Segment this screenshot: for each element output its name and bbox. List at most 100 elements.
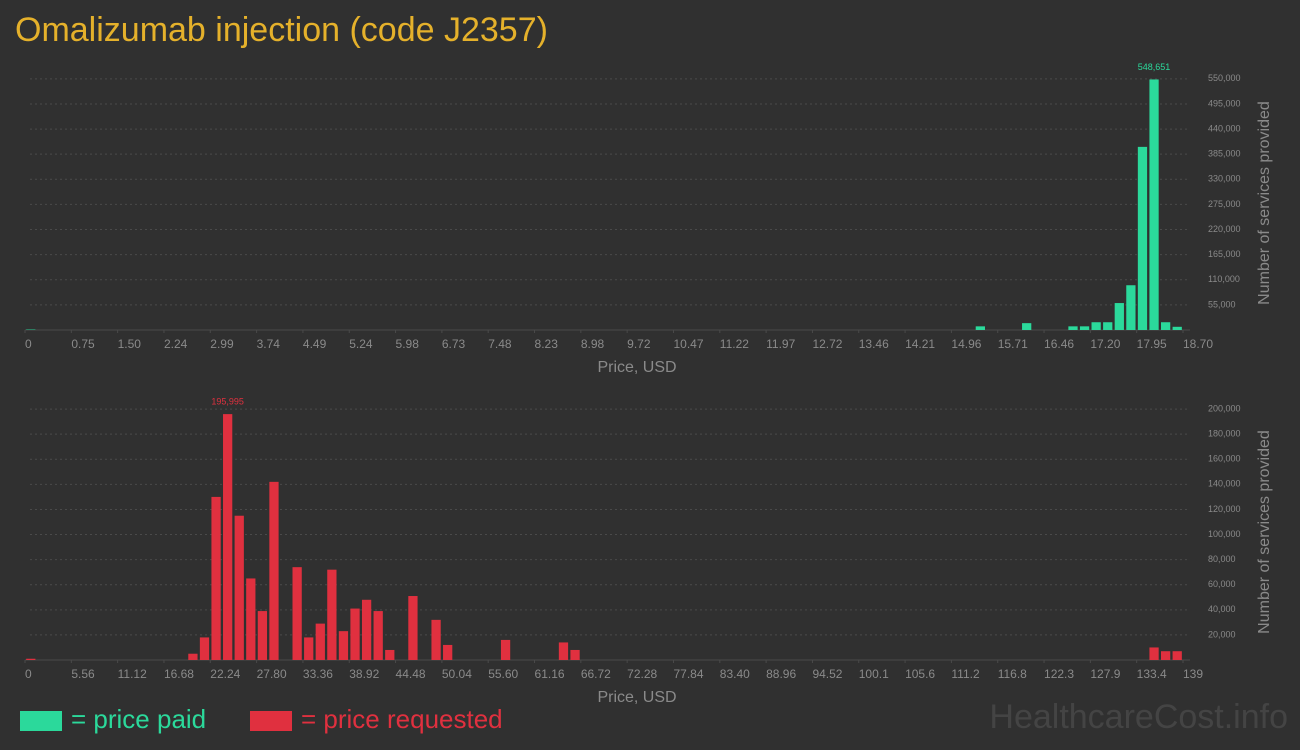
x-tick-label: 88.96 — [766, 667, 796, 681]
bar — [570, 649, 580, 660]
bar — [431, 619, 441, 660]
y-tick-label: 180,000 — [1208, 429, 1241, 439]
legend-label: = price paid — [71, 704, 206, 734]
x-tick-label: 6.73 — [442, 337, 466, 351]
x-tick-label: 111.2 — [951, 667, 980, 681]
bar — [327, 569, 337, 660]
legend-swatch — [250, 711, 292, 731]
bar — [1172, 326, 1182, 330]
y-tick-label: 330,000 — [1208, 174, 1241, 184]
x-tick-label: 14.96 — [951, 337, 981, 351]
x-tick-label: 16.68 — [164, 667, 194, 681]
x-axis-title: Price, USD — [597, 689, 676, 706]
x-tick-label: 7.48 — [488, 337, 512, 351]
bar — [315, 623, 325, 660]
bar — [1137, 146, 1148, 330]
bar — [975, 326, 985, 330]
bar — [234, 515, 244, 660]
x-tick-label: 94.52 — [812, 667, 842, 681]
x-tick-label: 5.24 — [349, 337, 373, 351]
chart-title: Omalizumab injection (code J2357) — [15, 11, 548, 49]
x-tick-label: 15.71 — [998, 337, 1028, 351]
x-tick-label: 11.97 — [766, 337, 795, 351]
bar-value-label: 195,995 — [211, 396, 244, 406]
x-tick-label: 122.3 — [1044, 667, 1074, 681]
y-tick-label: 495,000 — [1208, 98, 1241, 108]
bar — [304, 637, 314, 660]
legend-label: = price requested — [301, 704, 503, 734]
x-tick-label: 2.24 — [164, 337, 188, 351]
x-tick-label: 55.60 — [488, 667, 518, 681]
x-tick-label: 22.24 — [210, 667, 240, 681]
bar — [408, 596, 418, 660]
bar — [292, 567, 302, 660]
legend-swatch — [20, 711, 62, 731]
watermark: HealthcareCost.info — [989, 698, 1288, 736]
x-tick-label: 12.72 — [812, 337, 842, 351]
bar — [188, 653, 198, 660]
x-tick-label: 105.6 — [905, 667, 935, 681]
x-tick-label: 133.4 — [1137, 667, 1167, 681]
bar — [1079, 326, 1090, 330]
x-tick-label: 11.12 — [118, 667, 147, 681]
x-tick-label: 0 — [25, 337, 32, 351]
y-tick-label: 440,000 — [1208, 123, 1241, 133]
x-tick-label: 1.50 — [118, 337, 142, 351]
y-tick-label: 200,000 — [1208, 403, 1241, 413]
y-axis-title: Number of services provided — [1256, 101, 1273, 305]
x-tick-label: 44.48 — [396, 667, 426, 681]
y-tick-label: 40,000 — [1208, 604, 1236, 614]
bar — [1114, 303, 1124, 330]
bar — [1160, 322, 1171, 330]
x-tick-label: 18.70 — [1183, 337, 1213, 351]
x-tick-label: 139 — [1183, 667, 1203, 681]
y-tick-label: 110,000 — [1208, 274, 1240, 284]
bar-value-label: 548,651 — [1138, 62, 1171, 72]
bar — [373, 611, 383, 660]
bar — [257, 611, 268, 660]
x-tick-label: 16.46 — [1044, 337, 1074, 351]
x-tick-label: 9.72 — [627, 337, 651, 351]
x-tick-label: 8.98 — [581, 337, 605, 351]
bar — [1068, 326, 1078, 330]
x-tick-label: 8.23 — [535, 337, 559, 351]
y-tick-label: 550,000 — [1208, 73, 1241, 83]
x-tick-label: 5.98 — [396, 337, 420, 351]
bar — [443, 644, 453, 660]
x-tick-label: 11.22 — [720, 337, 749, 351]
x-tick-label: 61.16 — [535, 667, 565, 681]
y-tick-label: 100,000 — [1208, 529, 1241, 539]
x-tick-label: 10.47 — [673, 337, 703, 351]
y-tick-label: 165,000 — [1208, 249, 1241, 259]
bar — [350, 608, 360, 660]
bar — [338, 631, 349, 660]
bar — [1149, 647, 1159, 660]
x-tick-label: 116.8 — [998, 667, 1027, 681]
x-tick-label: 17.95 — [1137, 337, 1167, 351]
x-tick-label: 83.40 — [720, 667, 750, 681]
y-tick-label: 275,000 — [1208, 199, 1241, 209]
y-axis-title: Number of services provided — [1256, 430, 1273, 634]
x-tick-label: 50.04 — [442, 667, 472, 681]
x-tick-label: 66.72 — [581, 667, 611, 681]
bar — [1172, 651, 1182, 660]
y-tick-label: 385,000 — [1208, 149, 1241, 159]
x-axis-title: Price, USD — [597, 359, 676, 376]
x-tick-label: 33.36 — [303, 667, 333, 681]
x-tick-label: 38.92 — [349, 667, 379, 681]
y-tick-label: 160,000 — [1208, 454, 1241, 464]
x-tick-label: 0.75 — [71, 337, 95, 351]
x-tick-label: 4.49 — [303, 337, 327, 351]
x-tick-label: 100.1 — [859, 667, 889, 681]
x-tick-label: 77.84 — [673, 667, 703, 681]
y-tick-label: 120,000 — [1208, 504, 1241, 514]
x-tick-label: 13.46 — [859, 337, 889, 351]
x-tick-label: 2.99 — [210, 337, 234, 351]
bar — [246, 578, 256, 660]
bar — [385, 649, 395, 660]
bar — [558, 642, 569, 660]
x-tick-label: 17.20 — [1090, 337, 1120, 351]
bar — [269, 481, 279, 660]
bar — [1160, 651, 1171, 660]
